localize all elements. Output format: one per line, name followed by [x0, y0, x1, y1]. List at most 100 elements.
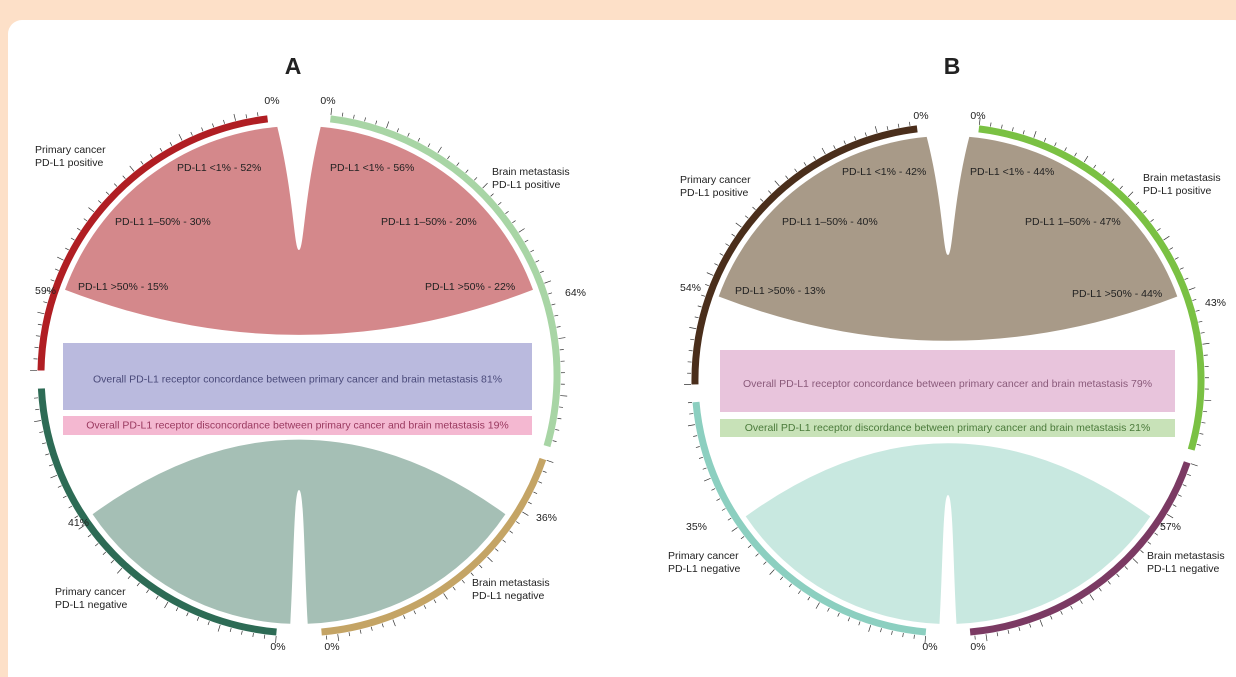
arc-percent: 64% — [565, 287, 586, 299]
arc-tick — [423, 605, 427, 609]
arc-tick — [417, 137, 421, 142]
arc-tick — [540, 270, 544, 273]
arc-tick — [740, 536, 745, 540]
arc-tick — [1172, 504, 1177, 507]
arc-tick — [1182, 484, 1187, 487]
arc-tick — [341, 112, 344, 117]
arc-tick — [1124, 566, 1128, 570]
arc-tick — [1163, 235, 1170, 241]
arc — [37, 115, 269, 371]
concordance-band — [720, 350, 1175, 412]
arc-tick — [1102, 171, 1106, 175]
arc-tick — [443, 593, 448, 600]
panel-label: B — [944, 53, 961, 79]
arc-tick — [62, 495, 67, 499]
arc-tick — [175, 607, 179, 612]
discordance-band — [720, 419, 1175, 437]
arc-tick — [159, 148, 163, 152]
arc-tick — [827, 607, 830, 612]
arc-tick — [129, 165, 135, 172]
arc-name: Brain metastasis — [1147, 550, 1225, 562]
lobe-label: PD-L1 1–50% - 30% — [115, 216, 211, 228]
arc-tick — [768, 190, 772, 194]
arc-tick — [897, 123, 900, 128]
arc-tick — [207, 621, 210, 626]
arc-tick — [482, 182, 488, 189]
arc-tick — [886, 126, 889, 131]
arc-tick — [755, 553, 759, 557]
arc-tick — [1184, 277, 1189, 280]
arc-tick — [689, 413, 694, 415]
arc-tick — [716, 498, 721, 501]
arc-tick — [1160, 523, 1165, 527]
arc-tick — [1198, 320, 1203, 323]
arc-tick — [35, 335, 40, 337]
arc-tick — [88, 207, 95, 213]
arc-tick — [65, 247, 69, 251]
arc-tick — [178, 134, 183, 141]
arc-tick — [990, 122, 992, 127]
arc-tick — [330, 107, 333, 115]
arc-tick — [1012, 127, 1014, 132]
arc-tick — [558, 337, 566, 339]
arc-tick — [697, 305, 702, 308]
arc-tick — [702, 467, 707, 470]
arc-tick — [1177, 494, 1182, 497]
arc-tick — [196, 616, 200, 621]
arc-percent: 35% — [686, 521, 707, 533]
arc-tick — [774, 180, 780, 187]
arc-percent: 59% — [35, 285, 56, 297]
arc — [691, 125, 918, 385]
arc-tick — [146, 589, 150, 594]
arc-tick — [45, 453, 50, 456]
arc-tick — [1188, 287, 1196, 291]
lobe-label: PD-L1 <1% - 44% — [970, 166, 1054, 178]
arc-tick — [706, 272, 714, 276]
arc-name: Brain metastasis — [492, 166, 570, 178]
ribbon-negative — [745, 443, 1151, 624]
arc-tick — [241, 630, 243, 635]
arc-tick — [731, 527, 738, 532]
arc-tick — [245, 114, 248, 119]
arc-tick — [68, 505, 73, 509]
arc-tick — [1018, 626, 1021, 631]
arc-tick — [50, 474, 58, 479]
arc-tick — [353, 114, 355, 119]
arc-name: PD-L1 negative — [472, 590, 545, 602]
arc-tick — [155, 595, 159, 600]
arc-tick — [760, 198, 764, 202]
arc-tick — [524, 239, 529, 243]
arc-tick — [1196, 444, 1201, 446]
arc — [969, 461, 1191, 636]
arc-tick — [479, 564, 483, 569]
arc-tick — [714, 263, 719, 266]
arc-tick — [359, 629, 362, 634]
arc-tick — [1199, 433, 1204, 435]
arc-percent: 54% — [680, 282, 701, 294]
discordance-text: Overall PD-L1 receptor discordance betwe… — [745, 422, 1151, 434]
arc-tick — [48, 464, 53, 467]
arc-tick — [43, 301, 48, 304]
arc-tick — [1111, 178, 1115, 182]
arc-tick — [694, 316, 699, 319]
lobe-label: PD-L1 <1% - 42% — [842, 166, 926, 178]
arc-tick — [78, 524, 85, 530]
arc-tick — [497, 201, 502, 206]
arc-tick — [891, 630, 893, 635]
arc-tick — [1070, 605, 1073, 610]
arc-tick — [978, 117, 981, 125]
arc-tick — [779, 576, 784, 581]
arc-tick — [721, 508, 726, 511]
arc-tick — [813, 156, 816, 160]
arc-tick — [554, 314, 559, 317]
arc-tick — [556, 326, 561, 328]
arc-name: PD-L1 negative — [1147, 563, 1220, 575]
arc-tick — [1202, 342, 1210, 345]
zero-label: 0% — [320, 95, 335, 107]
arc-tick — [54, 268, 59, 271]
arc-tick — [880, 628, 882, 633]
arc-tick — [542, 470, 547, 473]
arc-tick — [487, 556, 493, 563]
arc-tick — [136, 582, 140, 587]
